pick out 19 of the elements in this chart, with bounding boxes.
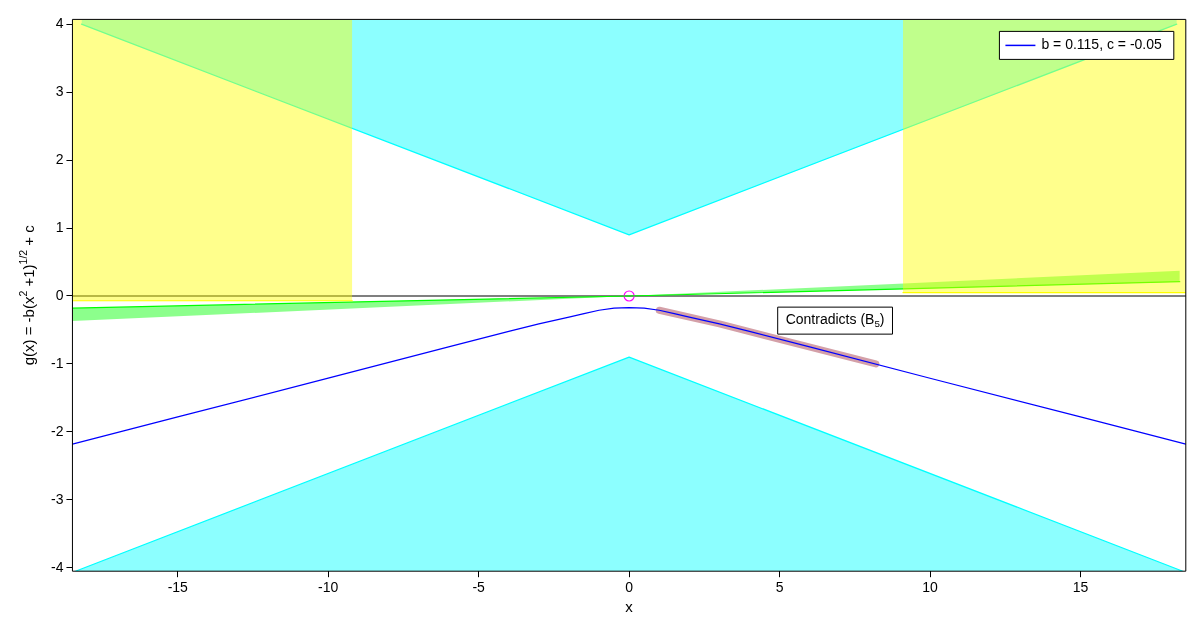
y-tick-label: 0 [55, 286, 64, 303]
y-tick-label: 1 [55, 218, 64, 235]
y-axis-title: g(x) = -b(x2 +1)1/2 + c [16, 224, 38, 366]
x-tick-label: -15 [167, 579, 189, 596]
x-tick-label: 10 [922, 579, 939, 596]
y-tick-label: 4 [55, 15, 64, 32]
legend-label: b = 0.115, c = -0.05 [1041, 36, 1163, 53]
y-tick-label: -4 [51, 558, 64, 575]
y-tick-label: -1 [51, 354, 64, 371]
y-tick-label: 2 [55, 150, 64, 167]
y-tick-label: 3 [55, 82, 64, 99]
x-tick-label: 5 [775, 579, 784, 596]
y-tick-label: -2 [51, 422, 64, 439]
y-tick-label: -3 [51, 490, 64, 507]
x-tick-label: -5 [472, 579, 486, 596]
x-tick-label: 15 [1072, 579, 1089, 596]
x-axis-title: x [625, 598, 634, 616]
x-tick-label: 0 [625, 579, 634, 596]
x-tick-label: -10 [318, 579, 339, 596]
